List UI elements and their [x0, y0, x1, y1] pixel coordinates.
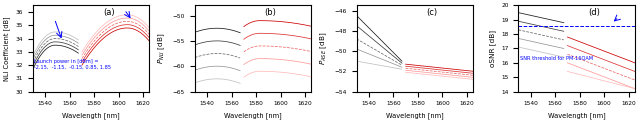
X-axis label: Wavelength [nm]: Wavelength [nm]	[548, 112, 605, 119]
Text: (a): (a)	[103, 8, 115, 17]
Text: (c): (c)	[426, 8, 438, 17]
Y-axis label: $P_{ASE}$ [dB]: $P_{ASE}$ [dB]	[319, 32, 329, 65]
Y-axis label: NLI Coefficient [dB]: NLI Coefficient [dB]	[3, 16, 10, 81]
X-axis label: Wavelength [nm]: Wavelength [nm]	[62, 112, 120, 119]
Text: Launch power in [dBm] =
-2.15,  -1.15,  -0.15, 0.85, 1.85: Launch power in [dBm] = -2.15, -1.15, -0…	[34, 59, 111, 70]
Y-axis label: oSNR [dB]: oSNR [dB]	[489, 30, 495, 67]
Text: (b): (b)	[265, 8, 276, 17]
X-axis label: Wavelength [nm]: Wavelength [nm]	[224, 112, 282, 119]
X-axis label: Wavelength [nm]: Wavelength [nm]	[386, 112, 444, 119]
Y-axis label: $P_{NLI}$ [dB]: $P_{NLI}$ [dB]	[157, 33, 167, 64]
Text: (d): (d)	[588, 8, 600, 17]
Text: SNR threshold for PM-16QAM: SNR threshold for PM-16QAM	[520, 55, 593, 60]
